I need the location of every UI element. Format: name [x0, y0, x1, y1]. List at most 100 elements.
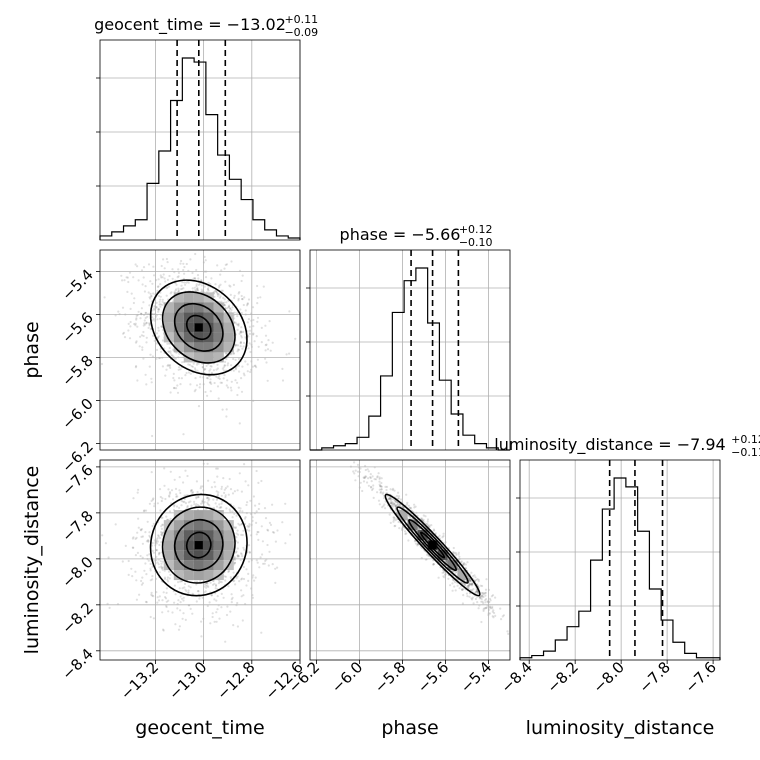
sample-point	[205, 376, 209, 380]
sample-point	[251, 306, 255, 309]
sample-point	[197, 496, 200, 499]
sample-point	[482, 608, 485, 611]
sample-point	[206, 462, 209, 465]
density-cell	[193, 560, 204, 571]
sample-point	[235, 550, 238, 553]
sample-point	[143, 322, 146, 325]
density-cell	[213, 520, 224, 531]
sample-point	[207, 281, 210, 284]
sample-point	[213, 295, 216, 298]
density-peak	[194, 323, 203, 332]
sample-point	[196, 288, 199, 291]
sample-point	[371, 475, 374, 478]
contour-level	[149, 279, 248, 376]
sample-point	[185, 590, 188, 593]
sample-point	[247, 544, 251, 547]
sample-point	[215, 291, 218, 294]
sample-point	[180, 377, 183, 380]
sample-point	[160, 531, 163, 534]
sample-point	[288, 352, 291, 355]
sample-point	[236, 344, 239, 347]
sample-point	[494, 596, 497, 599]
sample-point	[246, 501, 249, 504]
sample-point	[140, 334, 143, 337]
sample-point	[243, 374, 246, 377]
sample-point	[134, 322, 137, 325]
sample-point	[471, 583, 474, 586]
diag-panel-geocent_time	[99, 39, 301, 241]
sample-point	[390, 498, 393, 501]
sample-point	[206, 377, 209, 380]
sample-point	[476, 592, 479, 595]
contour-level	[149, 493, 248, 597]
xtick-label-luminosity_distance: −8.4	[498, 658, 536, 696]
histogram-phase	[310, 267, 510, 451]
sample-point	[474, 590, 477, 593]
sample-point	[411, 517, 414, 521]
sample-point	[121, 279, 124, 282]
sample-point	[149, 569, 152, 572]
density-cell	[183, 510, 194, 521]
sample-point	[218, 377, 221, 380]
sample-point	[225, 384, 228, 387]
ytick-label-luminosity_distance: −7.8	[58, 507, 96, 545]
density-cell	[223, 540, 234, 551]
sample-point	[152, 522, 155, 525]
sample-point	[220, 381, 224, 384]
sample-point	[371, 488, 374, 492]
sample-point	[127, 322, 130, 325]
sample-point	[471, 596, 474, 599]
sample-point	[180, 580, 183, 583]
sample-point	[267, 339, 270, 342]
sample-point	[212, 498, 215, 501]
sample-point	[470, 583, 473, 586]
sample-point	[481, 584, 484, 588]
sample-point	[144, 373, 147, 376]
sample-point	[366, 481, 369, 484]
sample-point	[210, 486, 213, 489]
sample-point	[158, 571, 161, 574]
sample-point	[397, 504, 400, 507]
density-cell	[213, 530, 224, 541]
sample-point	[150, 499, 153, 502]
sample-point	[225, 301, 228, 304]
xaxis-label-geocent_time: geocent_time	[135, 717, 264, 739]
diag-panel-phase	[309, 249, 511, 451]
sample-point	[233, 311, 236, 314]
sample-point	[230, 601, 233, 604]
sample-point	[216, 385, 220, 388]
xtick-label-phase: −5.8	[371, 658, 409, 696]
sample-point	[256, 316, 260, 319]
sample-point	[170, 291, 173, 294]
sample-point	[177, 275, 180, 278]
sample-point	[190, 504, 193, 507]
sample-point	[203, 285, 206, 288]
sample-point	[159, 305, 162, 308]
sample-point	[207, 287, 210, 290]
sample-point	[209, 378, 212, 381]
sample-point	[247, 335, 250, 338]
sample-point	[392, 518, 395, 522]
sample-point	[133, 322, 136, 326]
sample-point	[246, 525, 249, 528]
sample-point	[178, 587, 181, 590]
density-cell	[223, 520, 234, 531]
sample-point	[147, 291, 150, 294]
sample-point	[424, 515, 427, 518]
sample-point	[232, 571, 235, 574]
sample-point	[144, 531, 147, 534]
sample-point	[230, 577, 233, 580]
sample-point	[148, 296, 151, 299]
sample-point	[176, 276, 179, 279]
sample-point	[253, 579, 256, 582]
sample-point	[195, 283, 198, 286]
sample-point	[377, 499, 381, 502]
sample-point	[163, 467, 166, 470]
sample-point	[207, 289, 210, 292]
sample-point	[135, 317, 138, 320]
sample-point	[129, 307, 132, 310]
sample-point	[165, 587, 168, 590]
sample-point	[391, 488, 394, 491]
sample-point	[195, 384, 199, 387]
sample-point	[134, 537, 137, 541]
